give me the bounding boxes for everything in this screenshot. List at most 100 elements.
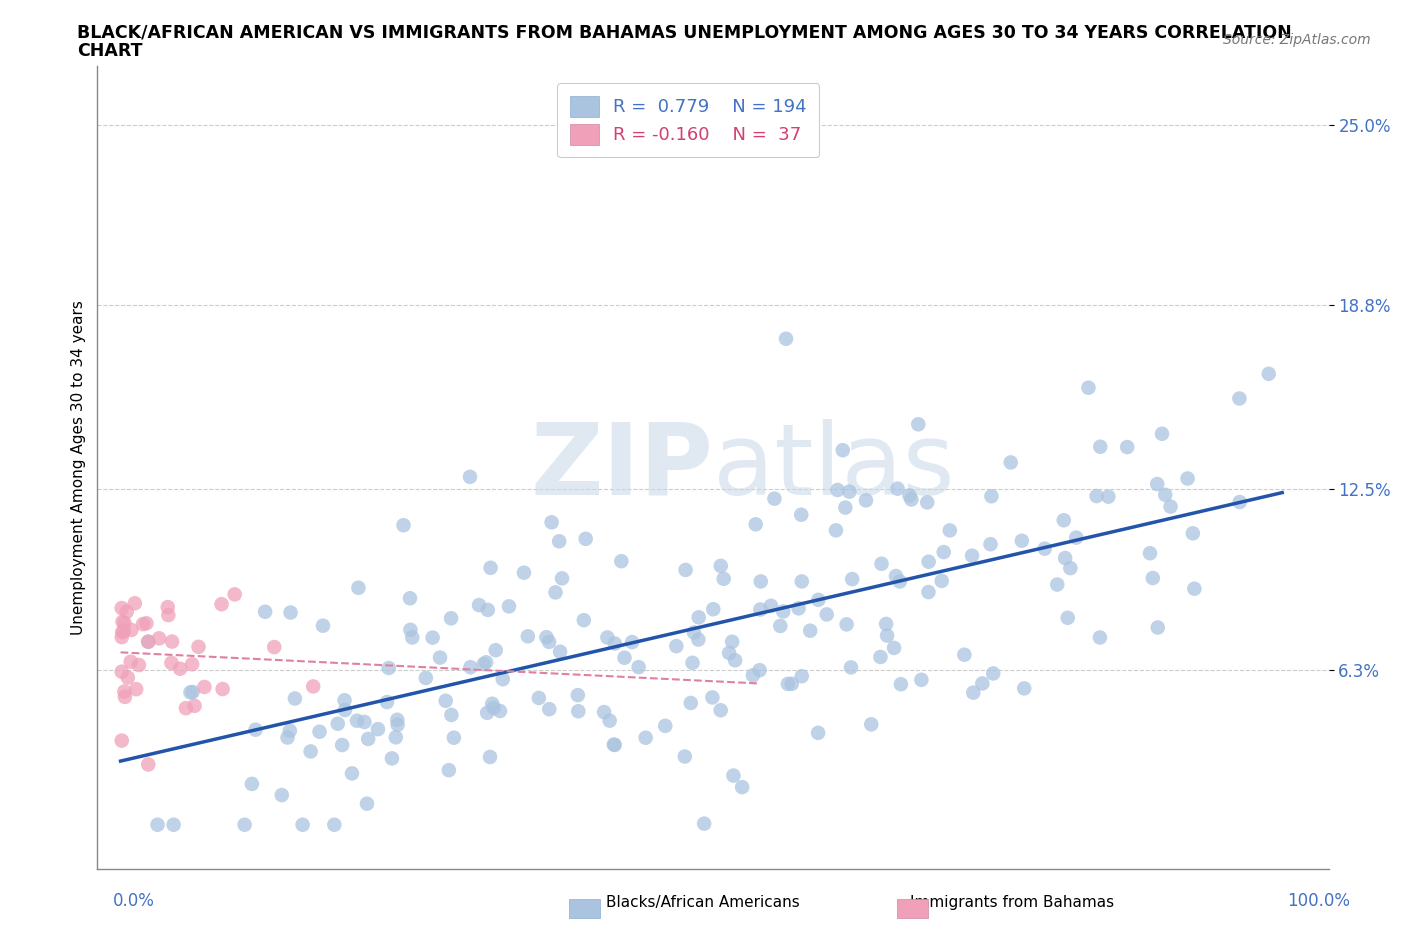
Point	[744, 517, 766, 532]
Point	[392, 518, 415, 533]
Point	[340, 766, 363, 781]
Point	[1077, 380, 1099, 395]
Point	[972, 676, 994, 691]
Point	[839, 660, 862, 675]
Point	[710, 703, 733, 718]
Point	[308, 724, 330, 739]
Point	[790, 507, 813, 522]
Point	[713, 571, 735, 586]
Point	[1088, 630, 1111, 644]
Point	[472, 657, 495, 671]
Point	[117, 671, 139, 685]
Point	[599, 713, 621, 728]
Point	[111, 614, 134, 629]
Text: 0.0%: 0.0%	[112, 892, 155, 910]
Point	[841, 572, 863, 587]
Point	[160, 634, 183, 649]
Point	[148, 631, 170, 645]
Point	[790, 574, 813, 589]
Point	[981, 666, 1004, 681]
Y-axis label: Unemployment Among Ages 30 to 34 years: Unemployment Among Ages 30 to 34 years	[72, 299, 86, 635]
Point	[460, 659, 482, 674]
Point	[299, 744, 322, 759]
Point	[1097, 489, 1119, 504]
Point	[775, 331, 797, 346]
Point	[1064, 530, 1087, 545]
Point	[375, 695, 398, 710]
Point	[443, 730, 465, 745]
Point	[1116, 440, 1139, 455]
Point	[333, 693, 356, 708]
Point	[492, 671, 515, 686]
Point	[567, 687, 589, 702]
Point	[979, 537, 1001, 551]
Point	[544, 585, 567, 600]
Point	[1150, 426, 1173, 441]
Point	[1154, 487, 1177, 502]
Point	[516, 629, 538, 644]
Point	[1146, 620, 1168, 635]
Point	[749, 602, 772, 617]
Point	[827, 483, 849, 498]
Point	[124, 596, 146, 611]
Text: atlas: atlas	[713, 418, 955, 516]
Point	[917, 554, 939, 569]
Text: BLACK/AFRICAN AMERICAN VS IMMIGRANTS FROM BAHAMAS UNEMPLOYMENT AMONG AGES 30 TO : BLACK/AFRICAN AMERICAN VS IMMIGRANTS FRO…	[77, 23, 1292, 41]
Point	[477, 603, 499, 618]
Point	[759, 598, 782, 613]
Point	[323, 817, 346, 832]
Point	[385, 730, 408, 745]
Point	[769, 618, 792, 633]
Point	[111, 601, 134, 616]
Point	[634, 730, 657, 745]
Text: 100.0%: 100.0%	[1286, 892, 1350, 910]
Point	[387, 717, 409, 732]
Point	[353, 714, 375, 729]
Point	[931, 574, 953, 589]
Point	[174, 700, 197, 715]
Point	[211, 682, 233, 697]
Point	[679, 696, 702, 711]
Point	[356, 796, 378, 811]
Point	[953, 647, 976, 662]
Point	[138, 634, 160, 649]
Point	[673, 749, 696, 764]
Point	[481, 697, 503, 711]
Point	[263, 640, 285, 655]
Point	[603, 737, 626, 752]
Point	[772, 604, 794, 619]
Legend: R =  0.779    N = 194, R = -0.160    N =  37: R = 0.779 N = 194, R = -0.160 N = 37	[557, 83, 820, 157]
Point	[1160, 499, 1182, 514]
Point	[302, 679, 325, 694]
Point	[132, 617, 155, 631]
Point	[146, 817, 169, 832]
Point	[482, 700, 505, 715]
Point	[112, 684, 135, 699]
Point	[593, 705, 616, 720]
Point	[115, 604, 138, 619]
Point	[780, 676, 803, 691]
Point	[890, 677, 912, 692]
Point	[876, 628, 898, 643]
Point	[884, 568, 907, 583]
Point	[489, 704, 512, 719]
Point	[807, 592, 830, 607]
Point	[724, 653, 747, 668]
Point	[898, 488, 921, 503]
Point	[790, 669, 813, 684]
Point	[917, 585, 939, 600]
Point	[787, 601, 810, 616]
Point	[1059, 561, 1081, 576]
Point	[883, 641, 905, 656]
Point	[683, 625, 706, 640]
Text: CHART: CHART	[77, 42, 143, 60]
Point	[915, 495, 938, 510]
Point	[1085, 488, 1108, 503]
Point	[498, 599, 520, 614]
Point	[333, 702, 356, 717]
Point	[193, 680, 215, 695]
Point	[377, 660, 399, 675]
Point	[347, 580, 370, 595]
Point	[962, 685, 984, 700]
Point	[136, 634, 159, 649]
